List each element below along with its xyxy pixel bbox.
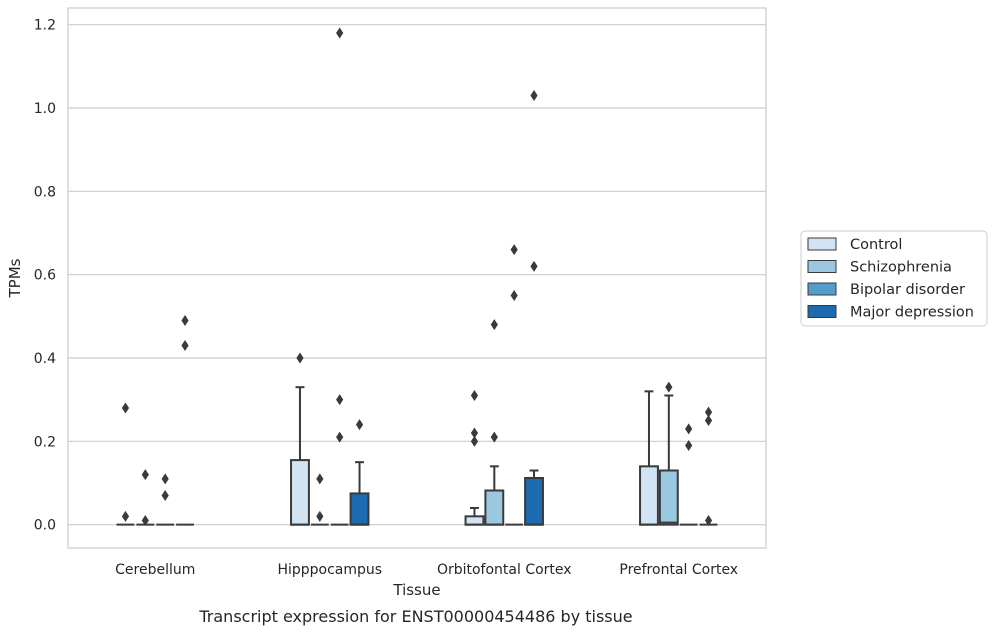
legend-swatch xyxy=(807,305,837,318)
outlier-point xyxy=(141,515,149,526)
outlier-point xyxy=(296,352,304,364)
box xyxy=(349,492,370,526)
outlier-point xyxy=(181,340,189,351)
y-axis-label: TPMs xyxy=(6,258,24,298)
box xyxy=(524,477,544,526)
outlier-point xyxy=(470,427,479,439)
outlier-point xyxy=(665,381,673,393)
y-tick-label: 0.8 xyxy=(34,184,56,200)
outlier-point xyxy=(470,390,479,401)
outlier-point xyxy=(316,473,324,485)
box xyxy=(484,489,505,526)
outlier-point xyxy=(704,415,713,426)
series-major-depression xyxy=(176,90,718,526)
y-tick-label: 0.6 xyxy=(34,268,56,284)
outlier-point xyxy=(336,431,344,443)
legend-label: Bipolar disorder xyxy=(850,282,965,298)
x-tick-label: Hipppocampus xyxy=(277,562,382,578)
grid-lines xyxy=(68,24,766,526)
x-axis-ticks: Cerebellum Hipppocampus Orbitofontal Corte… xyxy=(115,562,738,578)
x-tick-label: Prefrontal Cortex xyxy=(619,562,738,578)
outlier-point xyxy=(121,402,130,414)
legend: Control Schizophrenia Bipolar disorder Majo… xyxy=(800,230,988,327)
outlier-point xyxy=(704,406,713,418)
outlier-point xyxy=(336,394,344,406)
chart-caption: Transcript expression for ENST0000045448… xyxy=(198,607,632,626)
outlier-point xyxy=(181,315,189,326)
legend-frame xyxy=(800,230,988,327)
y-tick-label: 1.0 xyxy=(34,101,56,117)
outlier-point xyxy=(490,431,498,443)
box xyxy=(464,515,485,526)
outlier-point xyxy=(141,469,149,481)
legend-swatch xyxy=(807,282,837,296)
legend-label: Control xyxy=(850,237,902,253)
box xyxy=(658,469,679,526)
legend-label: Schizophrenia xyxy=(850,260,952,276)
outlier-point xyxy=(685,423,693,435)
outlier-point xyxy=(530,260,538,272)
outlier-point xyxy=(161,490,169,501)
outlier-point xyxy=(704,515,713,526)
y-axis-ticks: 0.0 0.2 0.4 0.6 0.8 1.0 1.2 xyxy=(34,18,56,534)
outlier-point xyxy=(490,319,498,331)
outlier-point xyxy=(316,510,324,522)
outlier-point xyxy=(510,290,518,301)
plot-series xyxy=(116,27,718,526)
outlier-point xyxy=(355,419,364,431)
y-tick-label: 0.2 xyxy=(34,434,56,450)
series-bipolar-disorder xyxy=(156,27,698,526)
x-tick-label: Cerebellum xyxy=(115,562,195,578)
outlier-point xyxy=(685,440,693,451)
legend-swatch xyxy=(807,260,837,273)
box xyxy=(290,459,310,526)
outlier-point xyxy=(336,27,344,39)
x-axis-label: Tissue xyxy=(392,581,440,599)
legend-swatch xyxy=(807,237,837,251)
y-tick-label: 0.4 xyxy=(34,351,56,367)
y-tick-label: 1.2 xyxy=(34,18,56,34)
series-schizophrenia xyxy=(136,319,679,526)
x-tick-label: Orbitofontal Cortex xyxy=(437,562,572,578)
outlier-point xyxy=(161,473,169,485)
outlier-point xyxy=(470,435,479,447)
outlier-point xyxy=(530,90,538,101)
plot-frame xyxy=(67,7,767,549)
series-control xyxy=(116,352,659,526)
y-tick-label: 0.0 xyxy=(34,518,56,534)
box xyxy=(639,465,659,526)
outlier-point xyxy=(510,244,518,256)
legend-label: Major depression xyxy=(850,305,974,321)
outlier-point xyxy=(121,510,130,522)
